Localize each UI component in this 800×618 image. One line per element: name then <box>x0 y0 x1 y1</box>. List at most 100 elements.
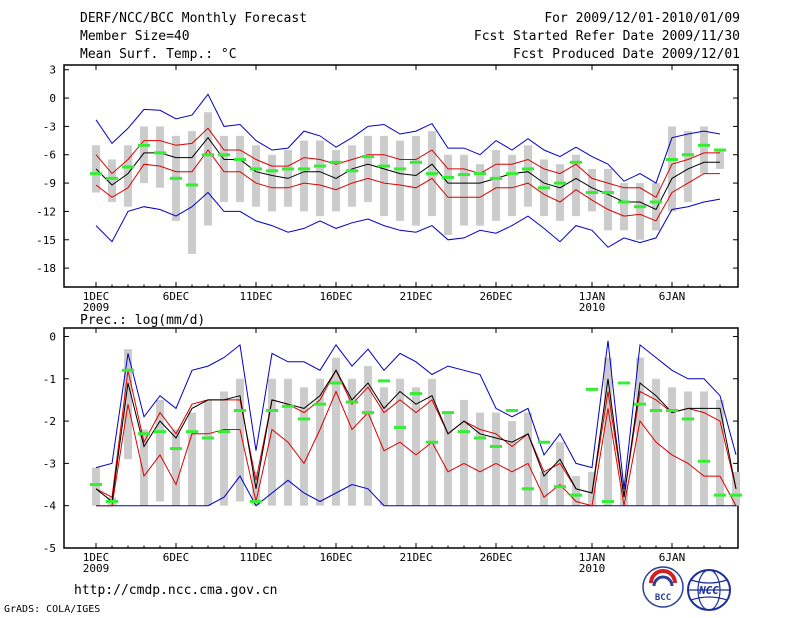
temp-box <box>460 154 468 226</box>
temp-median-mark <box>298 167 310 171</box>
temp-box <box>188 131 196 254</box>
temp-box <box>332 150 340 212</box>
temp-box <box>492 150 500 221</box>
precip-box <box>636 357 644 506</box>
temp-xtick-label: 1DEC <box>83 290 110 303</box>
forecast-produced-date: Fcst Produced Date 2009/12/01 <box>513 47 740 62</box>
temp-xtick-year-label: 2009 <box>83 301 110 314</box>
temp-xtick-year-label: 2010 <box>579 301 606 314</box>
precip-box <box>332 357 340 506</box>
precip-box <box>380 387 388 506</box>
temp-median-mark <box>714 148 726 152</box>
temp-ytick-label: -3 <box>43 120 56 133</box>
precip-median-mark <box>218 430 230 434</box>
precip-box <box>156 399 164 502</box>
precip-box <box>268 378 276 506</box>
precip-subtitle: Prec.: log(mm/d) <box>80 313 206 328</box>
precip-ytick-label: -5 <box>43 542 56 555</box>
forecast-start-date: Fcst Started Refer Date 2009/11/30 <box>473 29 740 44</box>
temp-median-mark <box>458 173 470 177</box>
precip-box <box>684 391 692 506</box>
precip-median-mark <box>186 430 198 434</box>
precip-xtick-label: 1JAN <box>579 551 606 564</box>
temp-box <box>316 140 324 217</box>
precip-median-mark <box>410 392 422 396</box>
temp-xtick-label: 11DEC <box>239 290 272 303</box>
precip-box <box>348 378 356 506</box>
temp-box <box>412 135 420 226</box>
precip-median-mark <box>666 409 678 412</box>
precip-xtick-label: 6DEC <box>163 551 190 564</box>
precip-xtick-year-label: 2010 <box>579 562 606 575</box>
temp-median-mark <box>666 157 678 161</box>
precip-median-mark <box>378 379 390 383</box>
precip-median-mark <box>330 381 342 385</box>
precip-box <box>460 399 468 506</box>
temp-box <box>620 183 628 231</box>
precip-median-mark <box>714 493 726 497</box>
temp-box <box>476 164 484 226</box>
precip-ensemble-mean-line <box>95 369 737 503</box>
precip-spread-lower-line <box>96 390 737 507</box>
temp-median-mark <box>282 167 294 171</box>
temp-median-mark <box>586 191 598 195</box>
precip-box <box>540 471 548 506</box>
precip-box <box>188 412 196 506</box>
temp-box <box>444 154 452 236</box>
member-size-label: Member Size=40 <box>80 29 190 44</box>
precip-frame <box>63 327 739 549</box>
precip-median-mark <box>570 493 582 497</box>
temp-box <box>524 145 532 207</box>
temp-max-line <box>95 93 721 184</box>
temp-median-mark <box>506 172 518 176</box>
temp-ytick-label: -15 <box>36 234 56 247</box>
precip-median-mark <box>154 430 166 434</box>
precip-ytick-label: -4 <box>43 500 57 513</box>
temp-ytick-label: -18 <box>36 262 56 275</box>
precip-box <box>604 357 612 506</box>
precip-ytick-label: -3 <box>43 457 56 470</box>
precip-box <box>412 387 420 506</box>
ncc-logo: NCC <box>687 569 731 611</box>
precip-max-line <box>95 340 737 489</box>
temp-median-mark <box>426 172 438 176</box>
temp-median-mark <box>650 200 662 204</box>
temp-median-mark <box>138 143 150 147</box>
temp-box <box>572 154 580 217</box>
temp-median-mark <box>538 186 550 190</box>
precip-box <box>556 442 564 506</box>
chart-title: DERF/NCC/BCC Monthly Forecast <box>80 11 307 26</box>
precip-box <box>444 412 452 506</box>
temp-median-mark <box>106 176 118 180</box>
grads-credit: GrADS: COLA/IGES <box>4 604 101 615</box>
temp-median-mark <box>410 160 422 164</box>
temp-min-line <box>95 191 721 248</box>
temp-xtick-label: 16DEC <box>319 290 352 303</box>
precip-xtick-year-label: 2009 <box>83 562 110 575</box>
temp-box <box>220 135 228 202</box>
temp-xtick-label: 21DEC <box>399 290 432 303</box>
precip-median-mark <box>650 409 662 412</box>
bcc-logo-text: BCC <box>655 593 671 603</box>
precip-box <box>316 378 324 506</box>
precip-box <box>572 476 580 506</box>
precip-median-mark <box>346 400 358 404</box>
temp-xtick-label: 26DEC <box>479 290 512 303</box>
temp-ensemble-mean-line <box>95 136 720 211</box>
website-url[interactable]: http://cmdp.ncc.cma.gov.cn <box>74 583 278 598</box>
precip-median-mark <box>362 411 374 415</box>
precip-median-mark <box>586 387 598 391</box>
temp-xtick-label: 6JAN <box>659 290 686 303</box>
temp-box <box>700 126 708 174</box>
temp-median-mark <box>202 153 214 157</box>
precip-median-mark <box>442 411 454 415</box>
precip-box <box>492 412 500 506</box>
temp-ytick-label: 3 <box>49 64 56 77</box>
temp-box <box>652 183 660 231</box>
precip-median-mark <box>170 447 182 451</box>
temp-median-mark <box>698 143 710 147</box>
precip-box <box>668 387 676 506</box>
precip-median-mark <box>250 499 262 503</box>
